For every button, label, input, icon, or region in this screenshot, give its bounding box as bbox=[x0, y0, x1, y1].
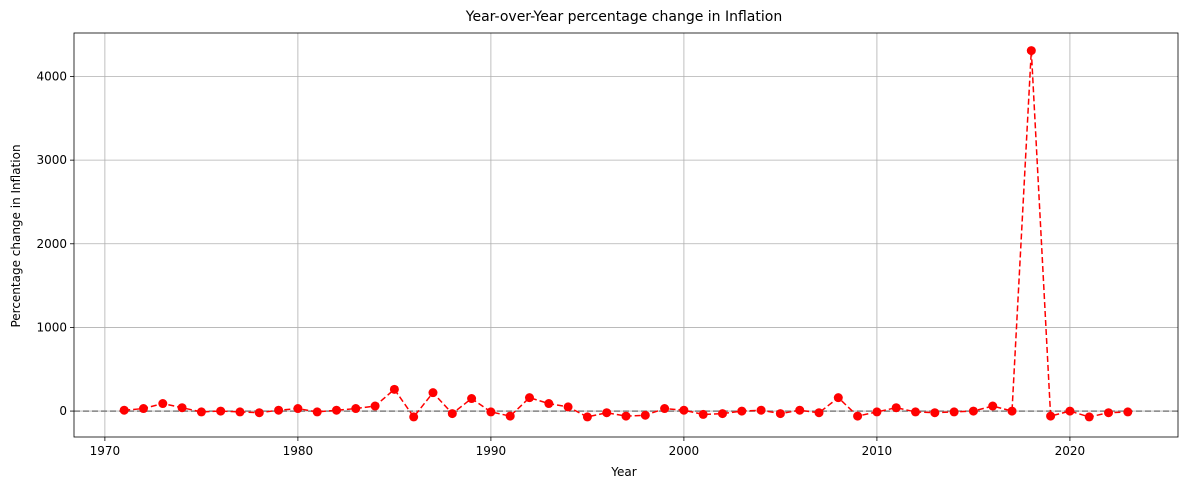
y-axis-label: Percentage change in Inflation bbox=[9, 144, 23, 327]
data-point bbox=[563, 402, 573, 412]
data-point bbox=[775, 409, 785, 419]
data-point bbox=[274, 405, 284, 415]
y-tick-label: 2000 bbox=[36, 237, 67, 251]
data-point bbox=[660, 404, 670, 414]
data-point bbox=[370, 401, 380, 411]
data-point bbox=[911, 407, 921, 417]
data-point bbox=[1084, 412, 1094, 422]
series-line bbox=[124, 49, 1128, 418]
data-point bbox=[331, 405, 341, 415]
data-point bbox=[467, 394, 477, 404]
data-point bbox=[853, 411, 863, 421]
data-point bbox=[756, 405, 766, 415]
tick-labels: 1970 1980 1990 2000 2010 2020 0 1000 2000 3000 400… bbox=[36, 69, 1085, 458]
data-point bbox=[718, 409, 728, 419]
data-point bbox=[544, 399, 554, 409]
data-point bbox=[968, 406, 978, 416]
series-layer bbox=[119, 46, 1133, 422]
x-tick-label: 2000 bbox=[669, 444, 700, 458]
data-point bbox=[389, 384, 399, 394]
data-point bbox=[505, 411, 515, 421]
x-tick-label: 1970 bbox=[90, 444, 121, 458]
data-point bbox=[1007, 406, 1017, 416]
data-point bbox=[602, 408, 612, 418]
data-point bbox=[312, 407, 322, 417]
data-point bbox=[216, 406, 226, 416]
data-point bbox=[196, 407, 206, 417]
x-tick-label: 2010 bbox=[862, 444, 893, 458]
plot-frame bbox=[73, 32, 1179, 438]
x-tick-label: 1980 bbox=[283, 444, 314, 458]
data-point bbox=[1123, 407, 1133, 417]
data-point bbox=[814, 408, 824, 418]
data-point bbox=[930, 408, 940, 418]
y-tick-label: 3000 bbox=[36, 153, 67, 167]
data-point bbox=[582, 412, 592, 422]
y-tick-label: 1000 bbox=[36, 320, 67, 334]
data-point bbox=[872, 407, 882, 417]
data-point bbox=[891, 403, 901, 413]
data-point bbox=[737, 406, 747, 416]
x-tick-label: 1990 bbox=[476, 444, 507, 458]
data-point bbox=[640, 410, 650, 420]
data-point bbox=[447, 409, 457, 419]
data-point bbox=[1104, 408, 1114, 418]
data-point bbox=[988, 401, 998, 411]
data-point bbox=[409, 412, 419, 422]
data-point bbox=[698, 409, 708, 419]
data-point bbox=[1065, 406, 1075, 416]
data-point bbox=[254, 408, 264, 418]
data-point bbox=[119, 405, 129, 415]
grid bbox=[74, 33, 1178, 437]
data-point bbox=[351, 404, 361, 414]
data-point bbox=[158, 399, 168, 409]
data-point bbox=[235, 407, 245, 417]
data-point bbox=[428, 388, 438, 398]
data-point bbox=[486, 407, 496, 417]
data-point bbox=[1046, 411, 1056, 421]
data-point bbox=[138, 404, 148, 414]
axes bbox=[70, 32, 1179, 441]
chart-title: Year-over-Year percentage change in Infl… bbox=[465, 9, 782, 25]
data-point bbox=[621, 411, 631, 421]
y-tick-label: 0 bbox=[59, 404, 67, 418]
x-axis-label: Year bbox=[610, 465, 636, 479]
data-point bbox=[524, 393, 534, 403]
data-point bbox=[833, 393, 843, 403]
data-point bbox=[293, 404, 303, 414]
data-point bbox=[1026, 46, 1036, 56]
y-tick-label: 4000 bbox=[36, 69, 67, 83]
x-tick-label: 2020 bbox=[1055, 444, 1086, 458]
data-point bbox=[679, 405, 689, 415]
data-point bbox=[795, 405, 805, 415]
data-point bbox=[949, 407, 959, 417]
data-point bbox=[177, 403, 187, 413]
